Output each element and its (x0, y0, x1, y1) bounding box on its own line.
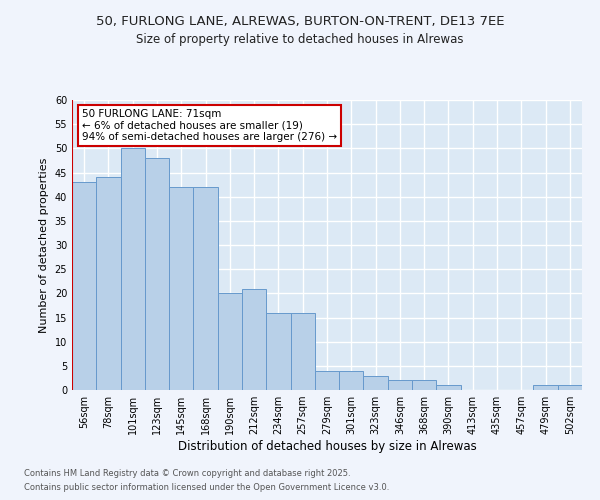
Text: 50 FURLONG LANE: 71sqm
← 6% of detached houses are smaller (19)
94% of semi-deta: 50 FURLONG LANE: 71sqm ← 6% of detached … (82, 108, 337, 142)
X-axis label: Distribution of detached houses by size in Alrewas: Distribution of detached houses by size … (178, 440, 476, 453)
Text: Size of property relative to detached houses in Alrewas: Size of property relative to detached ho… (136, 32, 464, 46)
Bar (145, 158, 169, 390)
Text: Contains public sector information licensed under the Open Government Licence v3: Contains public sector information licen… (24, 484, 389, 492)
Bar (436, 385, 461, 390)
Bar (533, 385, 558, 390)
Bar (558, 385, 582, 390)
Text: 50, FURLONG LANE, ALREWAS, BURTON-ON-TRENT, DE13 7EE: 50, FURLONG LANE, ALREWAS, BURTON-ON-TRE… (96, 15, 504, 28)
Bar (72, 182, 96, 390)
Bar (364, 376, 388, 390)
Bar (266, 312, 290, 390)
Bar (242, 288, 266, 390)
Bar (121, 148, 145, 390)
Bar (96, 178, 121, 390)
Bar (339, 370, 364, 390)
Bar (315, 370, 339, 390)
Y-axis label: Number of detached properties: Number of detached properties (39, 158, 49, 332)
Bar (218, 294, 242, 390)
Bar (193, 187, 218, 390)
Bar (412, 380, 436, 390)
Bar (169, 187, 193, 390)
Text: Contains HM Land Registry data © Crown copyright and database right 2025.: Contains HM Land Registry data © Crown c… (24, 468, 350, 477)
Bar (388, 380, 412, 390)
Bar (290, 312, 315, 390)
